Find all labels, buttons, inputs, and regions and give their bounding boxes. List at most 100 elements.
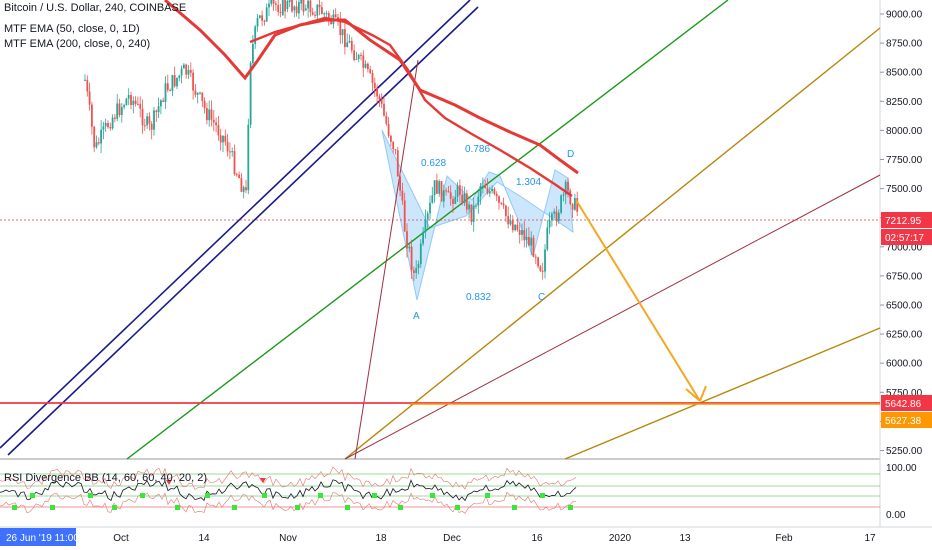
rsi-legend: RSI Divergence BB (14, 60, 60, 40, 20, 2… (4, 472, 208, 484)
candle-body (396, 150, 399, 177)
candle-body (456, 185, 459, 197)
candle-body (300, 0, 303, 4)
candle-body (362, 55, 365, 68)
rsi-marker (430, 493, 435, 498)
candle-body (162, 100, 165, 102)
candle-body (452, 198, 454, 204)
candle-body (176, 77, 178, 87)
candle-body (440, 181, 443, 202)
time-tick-label: 16 (531, 533, 543, 544)
rsi-tick-0: 0.00 (886, 510, 906, 521)
time-tick-label: Nov (279, 533, 297, 544)
candle-body (316, 4, 319, 16)
candle-body (551, 213, 553, 221)
candle-body (84, 79, 86, 81)
rsi-marker (175, 505, 180, 510)
pattern-ratio-2: 0.786 (465, 144, 490, 155)
candle-body (265, 7, 268, 22)
candle-body (403, 200, 406, 232)
candle-body (109, 127, 112, 129)
candle-body (353, 50, 355, 60)
candle-body (509, 220, 512, 225)
candle-body (169, 90, 171, 92)
price-tick-label: 8500.00 (886, 68, 923, 79)
rsi-marker (485, 493, 490, 498)
candle-body (498, 196, 500, 203)
candle-body (107, 123, 109, 128)
candle-body (240, 178, 243, 192)
gold-trendline-upper[interactable] (344, 27, 881, 460)
rsi-marker (30, 493, 35, 498)
candle-body (192, 72, 194, 91)
svg-text:26 Jun '19 11:00: 26 Jun '19 11:00 (6, 533, 79, 544)
price-tick-label: 8750.00 (886, 39, 923, 50)
candle-body (534, 256, 537, 258)
candle-body (171, 75, 174, 91)
candle-body (304, 8, 307, 11)
svg-text:5627.38: 5627.38 (885, 416, 922, 427)
ema-50-1d-line[interactable] (164, 0, 579, 175)
candle-body (511, 220, 514, 231)
trendlines[interactable] (0, 0, 881, 460)
candle-body (569, 190, 572, 204)
candle-body (116, 103, 119, 119)
candle-body (180, 68, 183, 76)
candle-body (571, 203, 574, 210)
pattern-ratio-3: 1.304 (516, 177, 541, 188)
ema-200-legend: MTF EMA (200, close, 0, 240) (4, 38, 151, 50)
rsi-marker (205, 493, 210, 498)
ema-200-4h-line[interactable] (249, 16, 573, 197)
candle-body (355, 58, 358, 60)
candle-body (323, 13, 326, 15)
candle-body (367, 63, 369, 70)
candle-body (350, 40, 353, 51)
time-tick-label: 17 (864, 533, 876, 544)
candle-body (148, 116, 151, 124)
maroon-trendline[interactable] (344, 174, 881, 460)
candle-body (475, 205, 477, 207)
green-trendline[interactable] (126, 0, 729, 460)
candle-body (325, 13, 328, 15)
candle-body (222, 135, 224, 143)
price-tick-label: 6250.00 (886, 330, 923, 341)
projection-arrow[interactable] (575, 199, 707, 402)
candle-body (295, 6, 298, 14)
svg-text:7212.95: 7212.95 (885, 216, 922, 227)
candle-body (277, 4, 280, 12)
ema-lines[interactable] (164, 0, 579, 197)
time-axis[interactable]: Oct 14 Nov 18 Dec 16 2020 13 Feb 17 (113, 533, 876, 544)
rsi-panel[interactable] (0, 466, 880, 514)
candle-body (146, 116, 148, 126)
time-tick-label: 2020 (609, 533, 632, 544)
rsi-marker (232, 505, 237, 510)
candle-body (141, 108, 144, 126)
navy-channel-line-2[interactable] (7, 6, 479, 456)
candle-body (268, 3, 270, 8)
candle-body (247, 124, 250, 191)
candle-body (155, 110, 158, 113)
rsi-tick-100: 100.00 (886, 463, 917, 474)
candle-body (557, 212, 560, 221)
price-tick-label: 7750.00 (886, 155, 923, 166)
rsi-marker (262, 493, 267, 498)
maroon-steep-line[interactable] (354, 59, 419, 460)
rsi-marker (12, 505, 17, 510)
gold-trendline-lower[interactable] (564, 327, 881, 460)
candle-body (424, 219, 427, 233)
candle-body (369, 69, 372, 74)
navy-channel-line-1[interactable] (0, 0, 471, 449)
candle-body (309, 0, 312, 13)
rsi-marker (50, 505, 55, 510)
candle-body (203, 101, 206, 109)
candle-body (445, 190, 447, 192)
candle-body (288, 0, 291, 3)
candle-body (270, 0, 273, 4)
candle-body (279, 11, 282, 14)
candle-body (413, 270, 415, 273)
candle-body (114, 117, 116, 119)
candle-body (410, 246, 413, 271)
svg-text:02:57:17: 02:57:17 (885, 233, 924, 244)
rsi-marker (318, 493, 323, 498)
candle-body (530, 237, 533, 246)
